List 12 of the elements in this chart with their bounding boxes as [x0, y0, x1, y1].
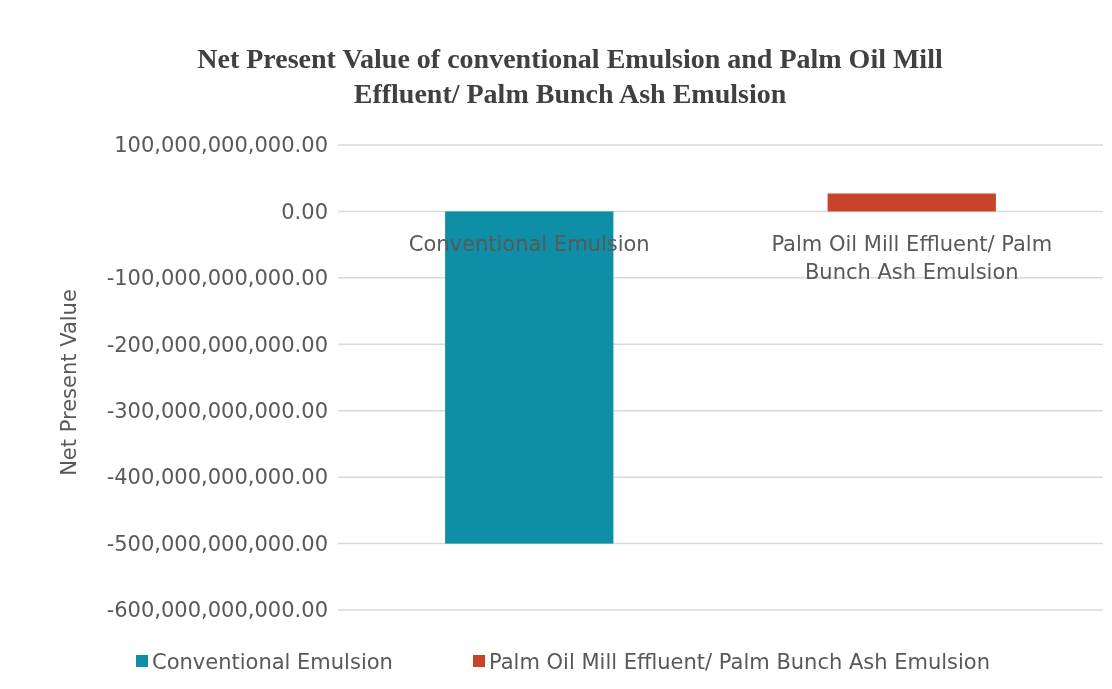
y-tick-label: -300,000,000,000.00 — [106, 399, 328, 424]
y-tick-label: 0.00 — [281, 199, 328, 224]
chart-title: Net Present Value of conventional Emulsion and Palm Oil Mill Effluent/ Palm Bunch Ash Emulsion — [197, 43, 943, 109]
y-tick-label: -500,000,000,000.00 — [106, 531, 328, 556]
y-tick-label: -600,000,000,000.00 — [106, 598, 328, 623]
y-tick-label: -400,000,000,000.00 — [106, 465, 328, 490]
legend-label: Palm Oil Mill Effluent/ Palm Bunch Ash Emulsion — [489, 650, 991, 675]
y-tick-label: -200,000,000,000.00 — [106, 332, 328, 357]
y-tick-label: 100,000,000,000.00 — [114, 133, 328, 158]
y-axis-title: Net Present Value — [57, 289, 81, 476]
y-tick-label: -100,000,000,000.00 — [106, 266, 328, 291]
legend-label: Conventional Emulsion — [152, 650, 393, 675]
